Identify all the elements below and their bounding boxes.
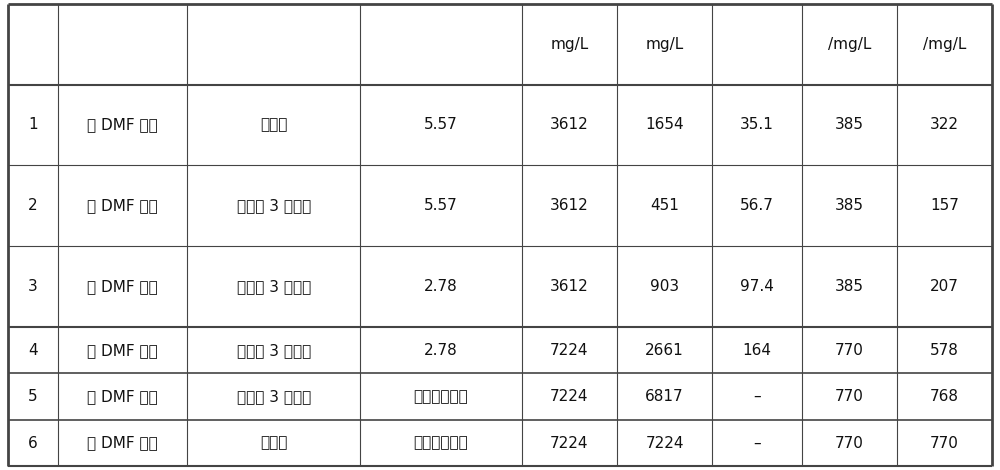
Text: 活性炭: 活性炭 xyxy=(260,118,287,133)
Text: 3612: 3612 xyxy=(550,118,589,133)
Text: 322: 322 xyxy=(930,118,959,133)
Text: 7224: 7224 xyxy=(550,389,589,404)
Text: 含 DMF 废水: 含 DMF 废水 xyxy=(87,279,158,294)
Text: 770: 770 xyxy=(930,436,959,451)
Text: mg/L: mg/L xyxy=(645,37,684,52)
Text: 903: 903 xyxy=(650,279,679,294)
Text: –: – xyxy=(753,436,761,451)
Text: 2: 2 xyxy=(28,198,38,213)
Text: 578: 578 xyxy=(930,343,959,358)
Text: 35.1: 35.1 xyxy=(740,118,774,133)
Text: 2661: 2661 xyxy=(645,343,684,358)
Text: /mg/L: /mg/L xyxy=(923,37,966,52)
Text: 768: 768 xyxy=(930,389,959,404)
Text: 7224: 7224 xyxy=(550,436,589,451)
Text: 1654: 1654 xyxy=(645,118,684,133)
Text: 385: 385 xyxy=(835,198,864,213)
Text: 4: 4 xyxy=(28,343,38,358)
Text: mg/L: mg/L xyxy=(550,37,589,52)
Text: 实施例 3 催化剂: 实施例 3 催化剂 xyxy=(237,198,311,213)
Text: 7224: 7224 xyxy=(645,436,684,451)
Text: 5.57: 5.57 xyxy=(424,118,458,133)
Text: 实施例 3 催化剂: 实施例 3 催化剂 xyxy=(237,279,311,294)
Text: 1: 1 xyxy=(28,118,38,133)
Text: 实施例 3 催化剂: 实施例 3 催化剂 xyxy=(237,389,311,404)
Text: 2.78: 2.78 xyxy=(424,343,458,358)
Text: 含 DMF 废水: 含 DMF 废水 xyxy=(87,198,158,213)
Text: 3612: 3612 xyxy=(550,198,589,213)
Text: /mg/L: /mg/L xyxy=(828,37,871,52)
Text: 5: 5 xyxy=(28,389,38,404)
Text: 3612: 3612 xyxy=(550,279,589,294)
Text: 385: 385 xyxy=(835,118,864,133)
Text: 207: 207 xyxy=(930,279,959,294)
Text: 实施例 3 催化剂: 实施例 3 催化剂 xyxy=(237,343,311,358)
Text: 3: 3 xyxy=(28,279,38,294)
Text: 6: 6 xyxy=(28,436,38,451)
Text: 770: 770 xyxy=(835,389,864,404)
Text: 56.7: 56.7 xyxy=(740,198,774,213)
Text: 385: 385 xyxy=(835,279,864,294)
Text: 157: 157 xyxy=(930,198,959,213)
Text: 含 DMF 废水: 含 DMF 废水 xyxy=(87,389,158,404)
Text: 97.4: 97.4 xyxy=(740,279,774,294)
Text: 5.57: 5.57 xyxy=(424,198,458,213)
Text: 770: 770 xyxy=(835,436,864,451)
Text: 7224: 7224 xyxy=(550,343,589,358)
Text: 直接通入氧气: 直接通入氧气 xyxy=(414,389,468,404)
Text: 451: 451 xyxy=(650,198,679,213)
Text: 含 DMF 废水: 含 DMF 废水 xyxy=(87,118,158,133)
Text: –: – xyxy=(753,389,761,404)
Text: 770: 770 xyxy=(835,343,864,358)
Text: 164: 164 xyxy=(742,343,771,358)
Text: 2.78: 2.78 xyxy=(424,279,458,294)
Text: 活性炭: 活性炭 xyxy=(260,436,287,451)
Text: 6817: 6817 xyxy=(645,389,684,404)
Text: 含 DMF 废水: 含 DMF 废水 xyxy=(87,343,158,358)
Text: 直接通入氧气: 直接通入氧气 xyxy=(414,436,468,451)
Text: 含 DMF 废水: 含 DMF 废水 xyxy=(87,436,158,451)
